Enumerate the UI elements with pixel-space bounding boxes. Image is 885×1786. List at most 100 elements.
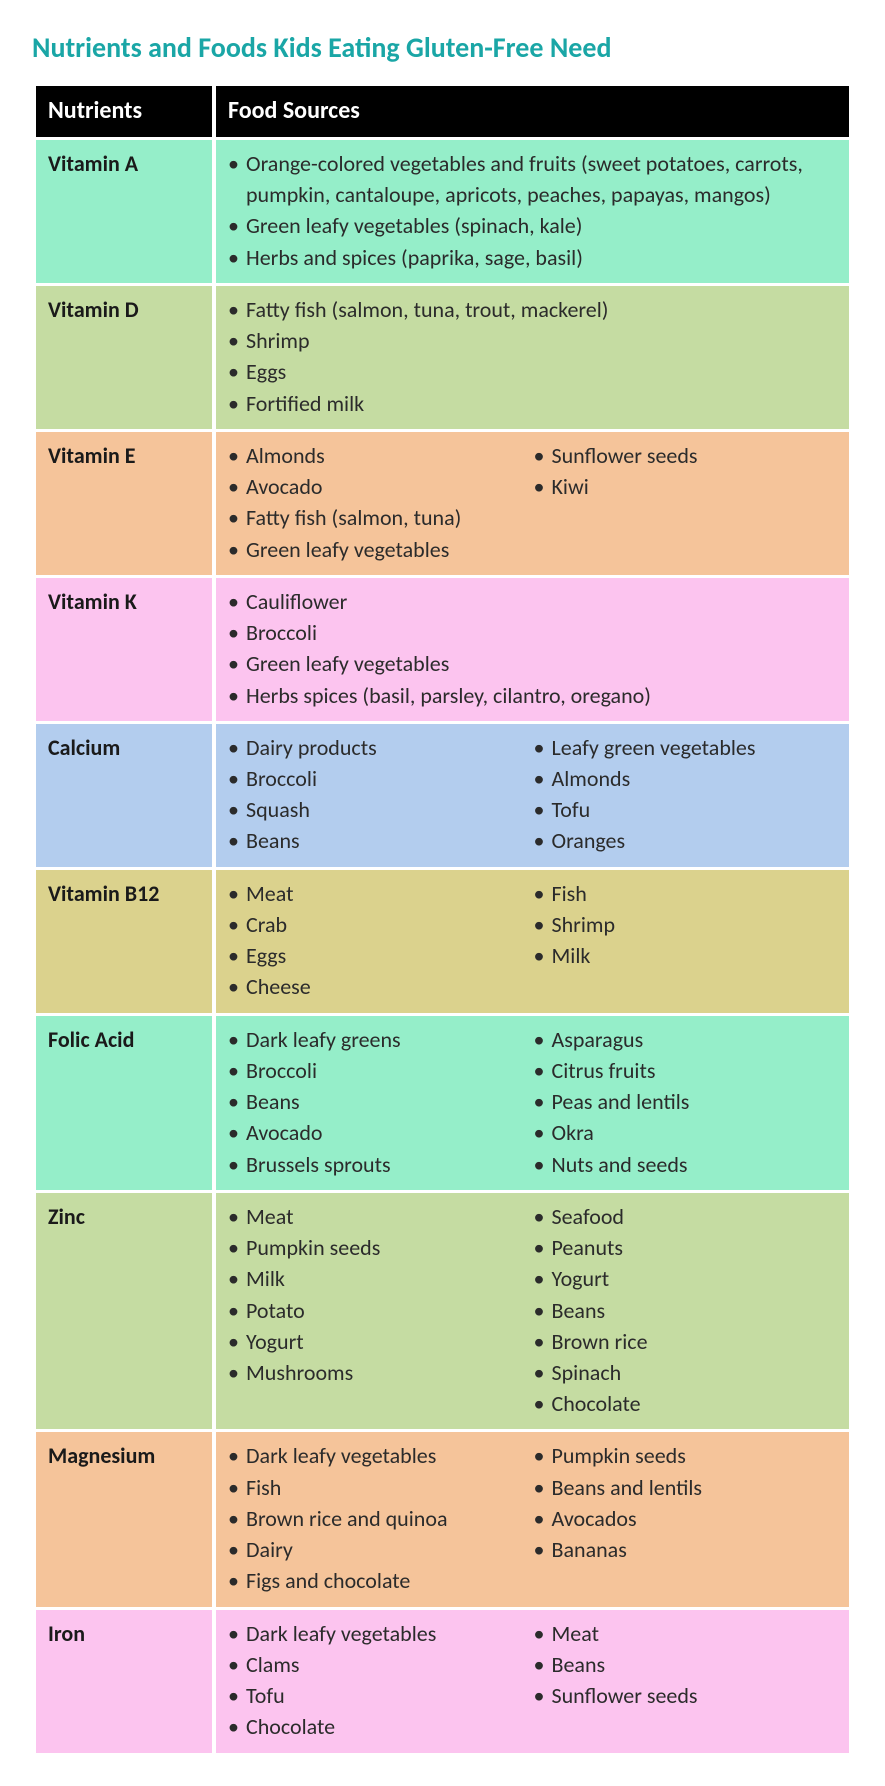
nutrient-cell: Magnesium bbox=[36, 1432, 212, 1606]
list-item: •Beans and lentils bbox=[534, 1472, 840, 1503]
nutrient-cell: Zinc bbox=[36, 1193, 212, 1430]
list-item: •Tofu bbox=[534, 794, 840, 825]
bullet-icon: • bbox=[534, 1055, 552, 1086]
list-item-text: Meat bbox=[552, 1618, 840, 1649]
list-item: •Cauliflower bbox=[228, 586, 839, 617]
list-item: •Clams bbox=[228, 1649, 534, 1680]
list-item: •Mushrooms bbox=[228, 1357, 534, 1388]
bullet-icon: • bbox=[228, 763, 246, 794]
bullet-icon: • bbox=[228, 1680, 246, 1711]
list-item-text: Chocolate bbox=[246, 1711, 534, 1742]
bullet-icon: • bbox=[534, 1149, 552, 1180]
sources-cell: •Dark leafy vegetables•Clams•Tofu•Chocol… bbox=[216, 1610, 849, 1753]
table-row: Vitamin A•Orange-colored vegetables and … bbox=[36, 140, 849, 283]
table-row: Vitamin K•Cauliflower•Broccoli•Green lea… bbox=[36, 578, 849, 721]
list-item: •Brussels sprouts bbox=[228, 1149, 534, 1180]
bullet-icon: • bbox=[534, 1357, 552, 1388]
table-row: Folic Acid•Dark leafy greens•Broccoli•Be… bbox=[36, 1016, 849, 1190]
list-item-text: Okra bbox=[552, 1117, 840, 1148]
sources-cell: •Dark leafy greens•Broccoli•Beans•Avocad… bbox=[216, 1016, 849, 1190]
sources-cell: •Orange-colored vegetables and fruits (s… bbox=[216, 140, 849, 283]
list-item: •Potato bbox=[228, 1295, 534, 1326]
list-item-text: Broccoli bbox=[246, 617, 839, 648]
list-item: •Avocados bbox=[534, 1503, 840, 1534]
bullet-icon: • bbox=[228, 1086, 246, 1117]
list-item: •Pumpkin seeds bbox=[534, 1440, 840, 1471]
list-item: •Chocolate bbox=[534, 1388, 840, 1419]
header-nutrients: Nutrients bbox=[36, 86, 212, 137]
sources-cell: •Almonds•Avocado•Fatty fish (salmon, tun… bbox=[216, 432, 849, 575]
bullet-icon: • bbox=[228, 1565, 246, 1596]
bullet-icon: • bbox=[228, 1649, 246, 1680]
list-item: •Tofu bbox=[228, 1680, 534, 1711]
bullet-icon: • bbox=[228, 1149, 246, 1180]
table-row: Magnesium•Dark leafy vegetables•Fish•Bro… bbox=[36, 1432, 849, 1606]
bullet-icon: • bbox=[228, 1117, 246, 1148]
list-item: •Avocado bbox=[228, 1117, 534, 1148]
list-item-text: Eggs bbox=[246, 356, 839, 387]
list-item: •Cheese bbox=[228, 971, 534, 1002]
bullet-icon: • bbox=[228, 1440, 246, 1471]
list-item: •Nuts and seeds bbox=[534, 1149, 840, 1180]
list-item: •Yogurt bbox=[534, 1263, 840, 1294]
list-item: •Squash bbox=[228, 794, 534, 825]
list-item: •Meat bbox=[534, 1618, 840, 1649]
sources-cell: •Cauliflower•Broccoli•Green leafy vegeta… bbox=[216, 578, 849, 721]
page-title: Nutrients and Foods Kids Eating Gluten-F… bbox=[32, 30, 853, 65]
bullet-icon: • bbox=[228, 680, 246, 711]
list-item: •Yogurt bbox=[228, 1326, 534, 1357]
list-item: •Herbs and spices (paprika, sage, basil) bbox=[228, 242, 839, 273]
list-item-text: Peanuts bbox=[552, 1232, 840, 1263]
bullet-icon: • bbox=[228, 440, 246, 471]
bullet-icon: • bbox=[228, 732, 246, 763]
bullet-icon: • bbox=[228, 471, 246, 502]
nutrient-cell: Calcium bbox=[36, 724, 212, 867]
bullet-icon: • bbox=[534, 440, 552, 471]
list-item: •Leafy green vegetables bbox=[534, 732, 840, 763]
bullet-icon: • bbox=[228, 1618, 246, 1649]
bullet-icon: • bbox=[534, 732, 552, 763]
list-item-text: Yogurt bbox=[552, 1263, 840, 1294]
bullet-icon: • bbox=[228, 388, 246, 419]
list-item-text: Tofu bbox=[552, 794, 840, 825]
table-row: Calcium•Dairy products•Broccoli•Squash•B… bbox=[36, 724, 849, 867]
list-item: •Dark leafy vegetables bbox=[228, 1440, 534, 1471]
list-item: •Fatty fish (salmon, tuna, trout, macker… bbox=[228, 294, 839, 325]
bullet-icon: • bbox=[228, 294, 246, 325]
list-item-text: Broccoli bbox=[246, 1055, 534, 1086]
bullet-icon: • bbox=[534, 471, 552, 502]
list-item-text: Beans and lentils bbox=[552, 1472, 840, 1503]
list-item: •Beans bbox=[534, 1295, 840, 1326]
bullet-icon: • bbox=[228, 648, 246, 679]
list-item-text: Spinach bbox=[552, 1357, 840, 1388]
list-item-text: Beans bbox=[246, 825, 534, 856]
bullet-icon: • bbox=[534, 1201, 552, 1232]
sources-cell: •Fatty fish (salmon, tuna, trout, macker… bbox=[216, 286, 849, 429]
table-row: Iron•Dark leafy vegetables•Clams•Tofu•Ch… bbox=[36, 1610, 849, 1753]
bullet-icon: • bbox=[534, 1472, 552, 1503]
list-item-text: Asparagus bbox=[552, 1024, 840, 1055]
bullet-icon: • bbox=[228, 1201, 246, 1232]
list-item-text: Clams bbox=[246, 1649, 534, 1680]
list-item-text: Dark leafy vegetables bbox=[246, 1440, 534, 1471]
list-item-text: Eggs bbox=[246, 940, 534, 971]
list-item: •Beans bbox=[534, 1649, 840, 1680]
list-item-text: Beans bbox=[246, 1086, 534, 1117]
list-item-text: Meat bbox=[246, 878, 534, 909]
bullet-icon: • bbox=[228, 1503, 246, 1534]
list-item: •Broccoli bbox=[228, 617, 839, 648]
list-item: •Green leafy vegetables (spinach, kale) bbox=[228, 210, 839, 241]
list-item-text: Brussels sprouts bbox=[246, 1149, 534, 1180]
list-item-text: Pumpkin seeds bbox=[552, 1440, 840, 1471]
bullet-icon: • bbox=[228, 242, 246, 273]
table-row: Vitamin D•Fatty fish (salmon, tuna, trou… bbox=[36, 286, 849, 429]
list-item: •Fortified milk bbox=[228, 388, 839, 419]
bullet-icon: • bbox=[534, 1680, 552, 1711]
nutrient-cell: Vitamin A bbox=[36, 140, 212, 283]
list-item: •Dark leafy vegetables bbox=[228, 1618, 534, 1649]
list-item: •Okra bbox=[534, 1117, 840, 1148]
bullet-icon: • bbox=[228, 971, 246, 1002]
nutrients-table: Nutrients Food Sources Vitamin A•Orange-… bbox=[32, 83, 853, 1756]
list-item: •Dark leafy greens bbox=[228, 1024, 534, 1055]
list-item-text: Meat bbox=[246, 1201, 534, 1232]
